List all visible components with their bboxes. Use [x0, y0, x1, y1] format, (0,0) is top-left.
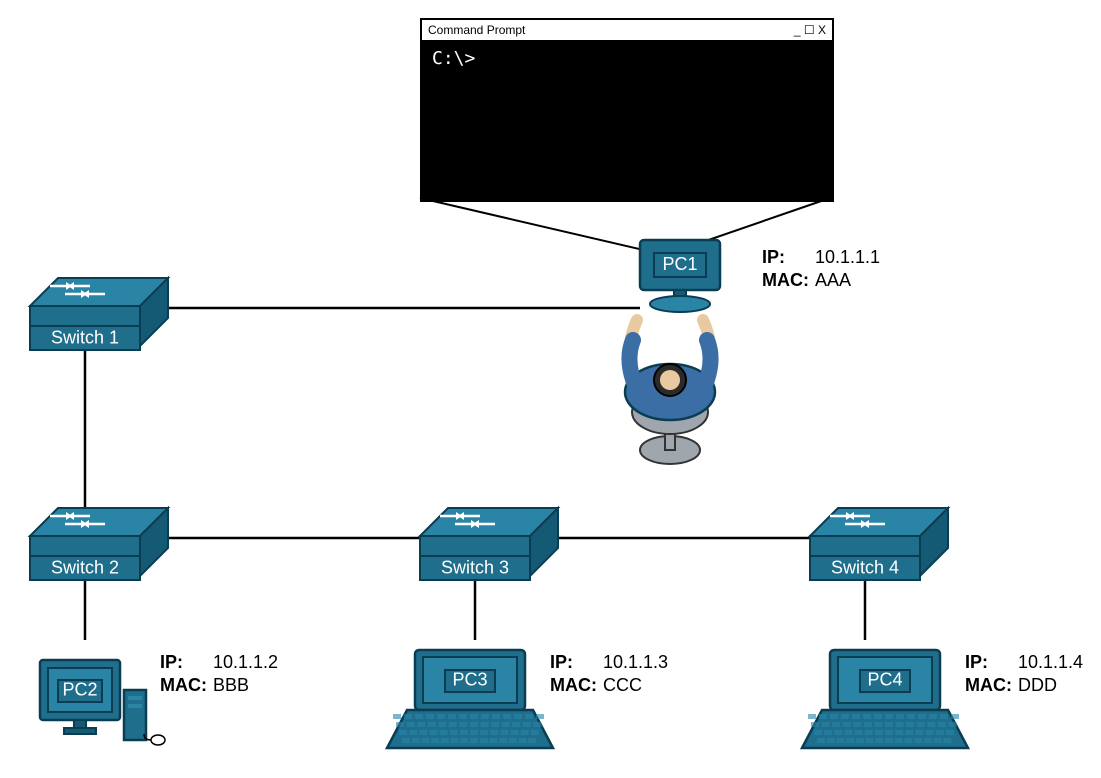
pc3-label: PC3 [452, 669, 487, 689]
pc4-mac: DDD [1018, 675, 1087, 696]
pc1-mac-label: MAC: [762, 270, 809, 290]
pc4-info: IP: 10.1.1.4 MAC: DDD [963, 650, 1089, 698]
pc2-label: PC2 [62, 679, 97, 699]
links-layer [85, 308, 865, 640]
pc4-ip: 10.1.1.4 [1018, 652, 1087, 673]
command-prompt-body[interactable]: C:\> [422, 42, 832, 200]
pc2-ip-label: IP: [160, 652, 183, 672]
sw2-label: Switch 2 [51, 557, 119, 577]
pc1-label: PC1 [662, 254, 697, 274]
pc4: PC4 [802, 650, 968, 748]
sw1: Switch 1 [30, 278, 168, 350]
sw1-label: Switch 1 [51, 327, 119, 347]
pc3-mac-label: MAC: [550, 675, 597, 695]
person-top-down [625, 320, 715, 464]
pc4-ip-label: IP: [965, 652, 988, 672]
command-prompt-titlebar: Command Prompt _ ☐ X [422, 20, 832, 42]
pc1: PC1 [640, 240, 720, 312]
pc2-info: IP: 10.1.1.2 MAC: BBB [158, 650, 284, 698]
pc1-ip: 10.1.1.1 [815, 247, 884, 268]
pc3-mac: CCC [603, 675, 672, 696]
sw2: Switch 2 [30, 508, 168, 580]
pc2: PC2 [40, 660, 165, 745]
sw4-label: Switch 4 [831, 557, 899, 577]
pc4-label: PC4 [867, 669, 902, 689]
command-prompt-title: Command Prompt [428, 23, 525, 37]
pc2-mac: BBB [213, 675, 282, 696]
sw3-label: Switch 3 [441, 557, 509, 577]
pc1-ip-label: IP: [762, 247, 785, 267]
command-prompt-text: C:\> [432, 48, 475, 69]
pc3-ip: 10.1.1.3 [603, 652, 672, 673]
pc3-info: IP: 10.1.1.3 MAC: CCC [548, 650, 674, 698]
sw4: Switch 4 [810, 508, 948, 580]
pc2-ip: 10.1.1.2 [213, 652, 282, 673]
command-prompt-controls[interactable]: _ ☐ X [794, 23, 826, 37]
pc4-mac-label: MAC: [965, 675, 1012, 695]
pc1-mac: AAA [815, 270, 884, 291]
pc2-mac-label: MAC: [160, 675, 207, 695]
pc3-ip-label: IP: [550, 652, 573, 672]
sw3: Switch 3 [420, 508, 558, 580]
pc1-info: IP: 10.1.1.1 MAC: AAA [760, 245, 886, 293]
command-prompt-window: Command Prompt _ ☐ X C:\> [420, 18, 834, 202]
pc3: PC3 [387, 650, 553, 748]
